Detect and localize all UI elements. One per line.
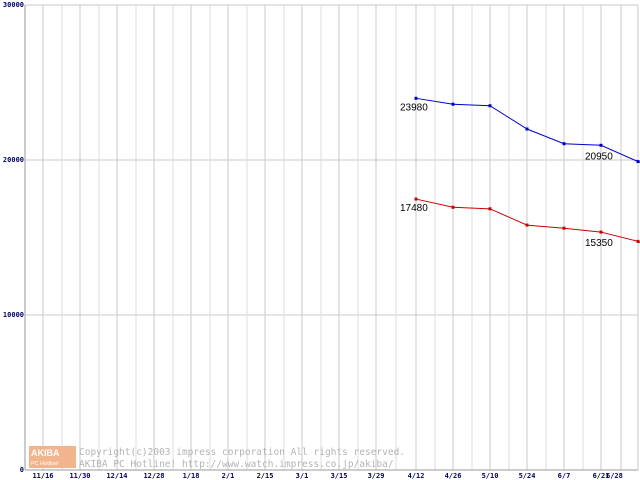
y-tick-label: 30000: [3, 1, 24, 9]
akiba-logo-text: AKIBA: [31, 448, 60, 458]
data-point: [599, 230, 603, 234]
chart-grid: [25, 4, 638, 470]
series-0: [414, 96, 640, 164]
akiba-logo-subtext: PC Hotline!: [31, 461, 59, 467]
x-tick-label: 6/7: [558, 472, 571, 480]
x-tick-label: 4/12: [408, 472, 425, 480]
data-point: [488, 104, 492, 108]
data-point: [451, 102, 455, 106]
data-point: [525, 223, 529, 227]
data-label: 23980: [400, 102, 428, 113]
data-label: 17480: [400, 203, 428, 214]
x-tick-label: 2/1: [222, 472, 235, 480]
y-tick-label: 20000: [3, 156, 24, 164]
data-labels-layer: 2398020950179801597017480153501347911770: [400, 102, 613, 249]
akiba-logo-box: [29, 446, 76, 468]
series-line: [415, 198, 640, 244]
data-label: 15350: [585, 238, 613, 249]
copyright-watermark: AKIBA PC Hotline! Copyright(c)2003 impre…: [29, 446, 405, 470]
copyright-line: Copyright(c)2003 impress corporation All…: [79, 447, 405, 458]
data-point: [562, 226, 566, 230]
x-tick-label: 5/10: [482, 472, 499, 480]
x-tick-label: 5/24: [519, 472, 536, 480]
x-tick-label: 12/14: [106, 472, 127, 480]
data-point: [636, 160, 640, 164]
y-axis-tick-labels: 30000 20000 10000 0: [3, 1, 24, 474]
x-tick-label: 11/30: [69, 472, 90, 480]
data-label: 20950: [585, 151, 613, 162]
data-point: [562, 142, 566, 146]
data-point: [488, 207, 492, 211]
chart-axes: [24, 5, 639, 471]
x-tick-label: 3/29: [368, 472, 385, 480]
x-axis-tick-labels: 11/16 11/30 12/14 12/28 1/18 2/1 2/15 3/1 3/15 3/…: [32, 472, 622, 480]
x-tick-label: 1/18: [183, 472, 200, 480]
y-tick-label: 10000: [3, 311, 24, 319]
data-point: [636, 239, 640, 243]
data-point: [414, 96, 418, 100]
data-point: [525, 127, 529, 131]
series-layer: [414, 96, 640, 244]
site-url-line: AKIBA PC Hotline! http://www.watch.impre…: [79, 459, 394, 470]
data-point: [451, 205, 455, 209]
x-tick-label: 4/26: [445, 472, 462, 480]
series-1: [414, 197, 640, 244]
data-point: [599, 143, 603, 147]
y-tick-label: 0: [20, 466, 24, 474]
data-point: [414, 197, 418, 201]
x-tick-label: 6/28: [606, 472, 623, 480]
x-tick-label: 2/15: [257, 472, 274, 480]
series-line: [415, 97, 640, 163]
x-tick-label: 3/15: [331, 472, 348, 480]
x-tick-label: 6/21: [593, 472, 610, 480]
x-tick-label: 12/28: [143, 472, 164, 480]
x-tick-label: 11/16: [32, 472, 53, 480]
x-tick-label: 3/1: [296, 472, 309, 480]
